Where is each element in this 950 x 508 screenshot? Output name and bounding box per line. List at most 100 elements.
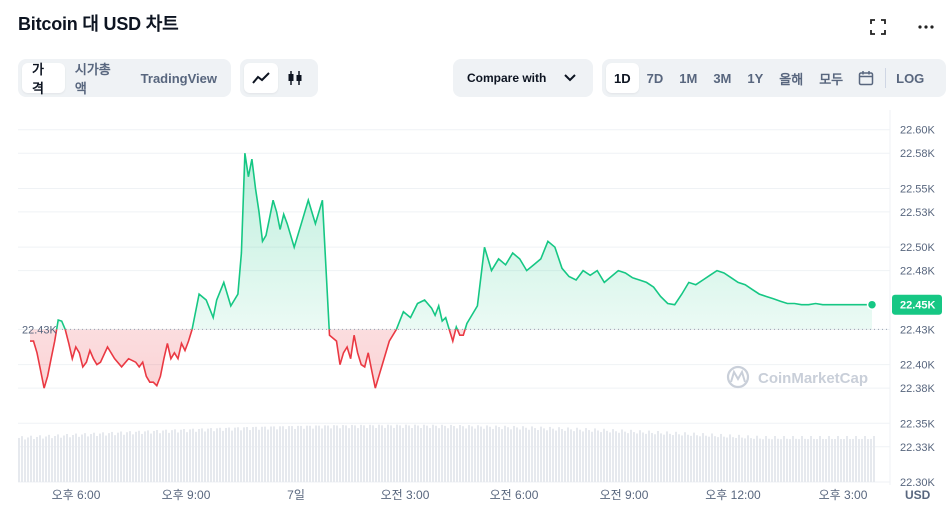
volume-bar — [597, 430, 599, 482]
x-tick-label: 오전 9:00 — [600, 488, 649, 502]
volume-bar — [840, 438, 842, 482]
volume-bar — [459, 424, 461, 482]
volume-bar — [585, 428, 587, 482]
volume-bar — [744, 438, 746, 482]
volume-bar — [507, 427, 509, 482]
volume-bar — [870, 438, 872, 482]
tab-tradingview[interactable]: TradingView — [140, 70, 217, 86]
volume-bar — [627, 433, 629, 482]
volume-bar — [819, 436, 821, 482]
volume-bar — [411, 427, 413, 482]
volume-bar — [78, 436, 80, 482]
y-tick-label: 22.33K — [900, 442, 936, 454]
volume-bar — [516, 427, 518, 482]
volume-bar — [117, 432, 119, 482]
y-tick-label: 22.35K — [900, 418, 936, 430]
volume-bar — [240, 430, 242, 482]
fullscreen-icon[interactable] — [868, 18, 888, 38]
y-tick-label: 22.55K — [900, 183, 936, 195]
tab-market-cap[interactable]: 시가총액 — [74, 62, 111, 96]
volume-bar — [105, 435, 107, 482]
compare-dropdown[interactable]: Compare with — [453, 59, 593, 97]
volume-bar — [138, 430, 140, 482]
volume-bar — [732, 437, 734, 482]
tab-1d[interactable]: 1D — [606, 63, 639, 93]
volume-bar — [702, 433, 704, 482]
volume-bar — [195, 431, 197, 482]
volume-bar — [855, 436, 857, 482]
volume-bar — [783, 436, 785, 482]
volume-bar — [18, 437, 20, 482]
watermark-text: CoinMarketCap — [758, 370, 868, 387]
y-unit-label: USD — [905, 488, 931, 502]
divider — [885, 68, 887, 88]
volume-bar — [306, 425, 308, 482]
volume-bar — [474, 428, 476, 482]
volume-bar — [558, 427, 560, 482]
tab-1y[interactable]: 1Y — [747, 70, 764, 86]
volume-bar — [69, 437, 71, 482]
volume-bar — [735, 437, 737, 482]
more-icon[interactable] — [916, 18, 936, 38]
volume-bar — [63, 435, 65, 482]
volume-bar — [864, 436, 866, 482]
volume-bar — [723, 436, 725, 482]
volume-bar — [441, 424, 443, 482]
tab-7d[interactable]: 7D — [646, 70, 664, 86]
volume-bar — [648, 430, 650, 482]
volume-bar — [414, 424, 416, 482]
volume-bar — [858, 439, 860, 482]
volume-bar — [408, 425, 410, 482]
volume-bar — [93, 432, 95, 482]
volume-bar — [351, 424, 353, 482]
tab-3m[interactable]: 3M — [713, 70, 732, 86]
candlestick-icon[interactable] — [278, 63, 312, 93]
volume-bar — [48, 434, 50, 482]
volume-bar — [327, 425, 329, 482]
volume-bar — [384, 427, 386, 482]
volume-bar — [147, 430, 149, 482]
tab-1m[interactable]: 1M — [679, 70, 698, 86]
current-price-label: 22.45K — [900, 300, 936, 312]
volume-bar — [594, 428, 596, 482]
volume-bar — [573, 431, 575, 482]
volume-bar — [588, 430, 590, 482]
volume-bar — [267, 429, 269, 482]
tab-ytd[interactable]: 올해 — [779, 71, 804, 87]
line-chart-icon[interactable] — [244, 63, 278, 93]
tab-all[interactable]: 모두 — [819, 71, 844, 87]
y-tick-label: 22.30K — [900, 477, 936, 489]
volume-bar — [570, 429, 572, 482]
y-tick-label: 22.40K — [900, 360, 936, 372]
chevron-down-icon — [564, 71, 577, 85]
volume-bar — [423, 424, 425, 482]
volume-bar — [801, 436, 803, 482]
volume-bar — [264, 426, 266, 482]
chart-type-group — [240, 59, 318, 97]
volume-bar — [513, 425, 515, 482]
volume-bar — [519, 429, 521, 482]
volume-bar — [249, 430, 251, 482]
volume-bar — [690, 435, 692, 482]
volume-bar — [369, 424, 371, 482]
volume-bar — [780, 439, 782, 482]
volume-bar — [681, 435, 683, 482]
log-toggle[interactable]: LOG — [896, 70, 925, 86]
price-line-down — [30, 329, 466, 389]
volume-bar — [828, 436, 830, 482]
volume-bar — [87, 436, 89, 482]
volume-bar — [528, 429, 530, 482]
tab-price[interactable]: 가격 — [22, 62, 65, 96]
volume-bar — [489, 426, 491, 482]
volume-bar — [447, 428, 449, 482]
volume-bar — [705, 435, 707, 482]
volume-bar — [618, 432, 620, 482]
volume-bar — [807, 439, 809, 482]
calendar-icon[interactable] — [851, 63, 881, 93]
page-title: Bitcoin 대 USD 차트 — [18, 14, 179, 34]
view-tab-group: 가격 시가총액 TradingView — [18, 59, 231, 97]
volume-bar — [426, 425, 428, 482]
volume-bar — [231, 430, 233, 482]
volume-bar — [24, 439, 26, 482]
volume-bar — [693, 432, 695, 482]
